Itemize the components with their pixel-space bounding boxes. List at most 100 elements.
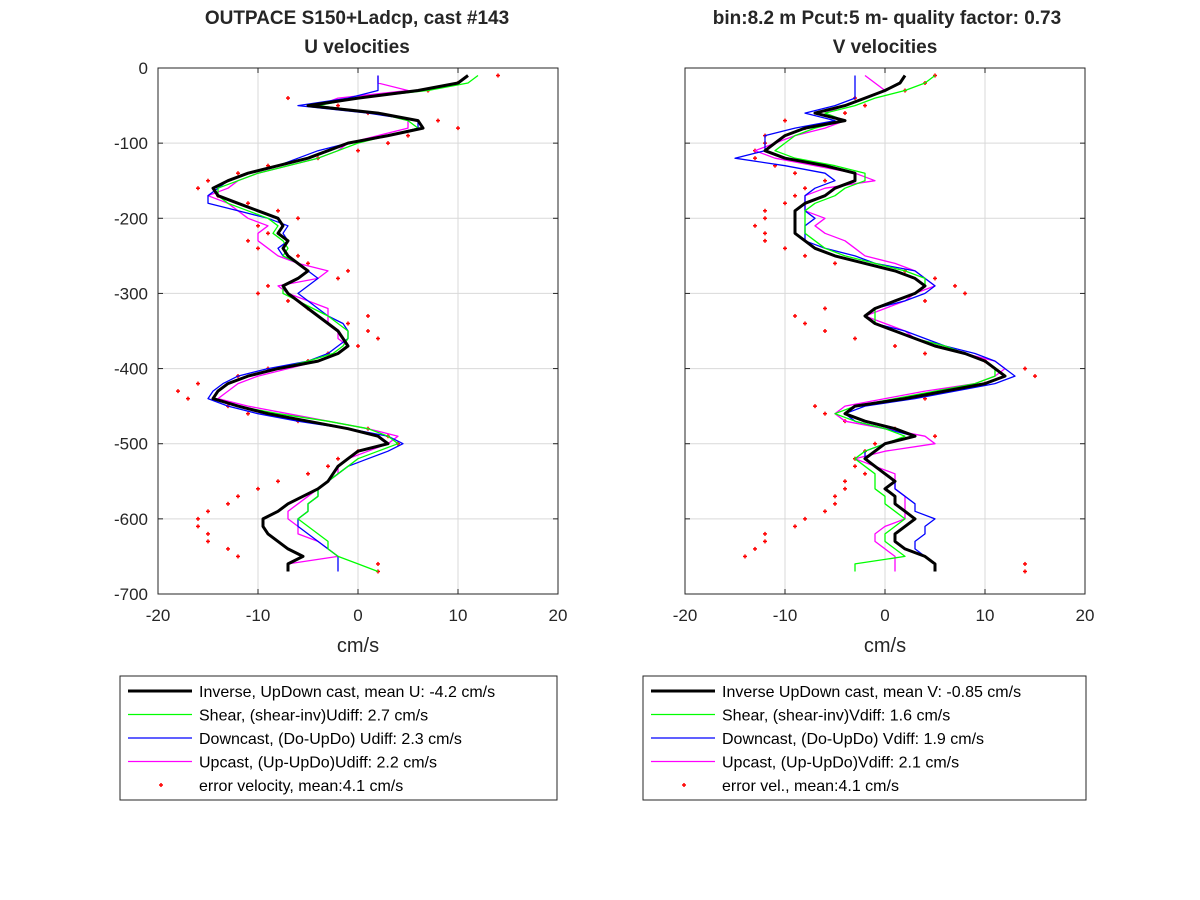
- v-error-point: [833, 494, 837, 499]
- u-error-point: [326, 464, 330, 469]
- v-velocity-panel: bin:8.2 m Pcut:5 m- quality factor: 0.73…: [642, 8, 1095, 801]
- v-x-tick-label: 10: [976, 606, 995, 625]
- v-series-group: [734, 73, 1037, 574]
- v-error-point: [743, 554, 747, 559]
- u-inverse-line: [211, 74, 469, 572]
- v-legend-marker-error: [682, 783, 686, 787]
- u-legend-entry-upcast: Upcast, (Up-UpDo)Udiff: 2.2 cm/s: [199, 755, 437, 772]
- u-legend-box: [119, 675, 558, 801]
- u-error-point: [236, 171, 240, 176]
- u-error-point: [196, 186, 200, 191]
- u-error-point: [256, 291, 260, 296]
- v-error-point: [923, 351, 927, 356]
- u-error-point: [296, 253, 300, 258]
- v-error-point: [1023, 561, 1027, 566]
- v-error-point: [843, 111, 847, 116]
- v-error-point: [823, 329, 827, 333]
- v-legend-entry-upcast: Upcast, (Up-UpDo)Vdiff: 2.1 cm/s: [722, 755, 959, 772]
- u-legend-entry-error: error velocity, mean:4.1 cm/s: [199, 778, 403, 795]
- v-legend-box: [642, 675, 1087, 801]
- u-error-point: [236, 554, 240, 559]
- u-error-point: [206, 531, 210, 536]
- v-error-point: [1023, 366, 1027, 371]
- u-error-point: [246, 201, 250, 206]
- v-x-tick-label: -20: [673, 606, 698, 625]
- u-error-point: [336, 276, 340, 281]
- u-error-point: [196, 524, 200, 529]
- v-error-point: [853, 464, 857, 469]
- u-y-tick-label: -600: [114, 510, 148, 529]
- v-error-point: [933, 434, 937, 439]
- u-legend-marker-error: [159, 783, 163, 787]
- u-error-point: [406, 133, 410, 138]
- u-error-point: [286, 298, 290, 303]
- u-error-point: [356, 148, 360, 153]
- u-error-point: [226, 501, 230, 506]
- u-y-tick-label: 0: [139, 59, 148, 78]
- v-error-point: [793, 313, 797, 318]
- v-error-point: [963, 291, 967, 296]
- u-legend-entry-inverse: Inverse, UpDown cast, mean U: -4.2 cm/s: [199, 684, 495, 701]
- v-error-point: [923, 298, 927, 303]
- v-error-point: [823, 411, 827, 416]
- v-ticks: -20 -10 0 10 20: [673, 67, 1095, 625]
- u-error-point: [346, 268, 350, 273]
- u-x-axis-label: cm/s: [337, 635, 379, 657]
- u-error-point: [306, 471, 310, 476]
- u-downcast-line: [207, 75, 419, 572]
- u-error-point: [226, 546, 230, 551]
- v-error-point: [803, 253, 807, 258]
- u-error-point: [236, 494, 240, 499]
- u-error-point: [286, 96, 290, 101]
- u-series-group: [176, 73, 500, 574]
- u-error-point: [196, 381, 200, 386]
- u-y-tick-label: -300: [114, 284, 148, 303]
- v-error-point: [823, 306, 827, 311]
- v-inverse-line: [763, 74, 1007, 572]
- u-error-point: [376, 561, 380, 566]
- u-legend-entry-shear: Shear, (shear-inv)Udiff: 2.7 cm/s: [199, 708, 428, 725]
- u-error-point: [246, 411, 250, 416]
- v-grid: [685, 68, 1085, 594]
- u-legend-entry-downcast: Downcast, (Do-UpDo) Udiff: 2.3 cm/s: [199, 731, 462, 748]
- u-error-point: [296, 216, 300, 221]
- v-error-point: [803, 186, 807, 191]
- u-error-point: [266, 283, 270, 288]
- u-error-point: [336, 103, 340, 108]
- u-x-tick-label: 10: [449, 606, 468, 625]
- u-error-point: [436, 118, 440, 123]
- u-legend: Inverse, UpDown cast, mean U: -4.2 cm/s S…: [119, 675, 558, 801]
- v-error-point: [833, 261, 837, 266]
- v-chart-title: bin:8.2 m Pcut:5 m- quality factor: 0.73: [713, 8, 1061, 29]
- u-error-point: [496, 73, 500, 78]
- u-velocity-panel: OUTPACE S150+Ladcp, cast #143 U velociti…: [114, 8, 567, 801]
- u-shear-line: [212, 74, 479, 573]
- v-error-point: [813, 404, 817, 409]
- u-y-tick-label: -500: [114, 435, 148, 454]
- u-error-point: [306, 261, 310, 266]
- v-error-point: [793, 193, 797, 198]
- v-error-point: [953, 283, 957, 288]
- v-error-point: [763, 208, 767, 213]
- v-error-point: [793, 524, 797, 529]
- u-y-tick-label: -100: [114, 134, 148, 153]
- u-error-point: [256, 223, 260, 228]
- v-legend-entry-downcast: Downcast, (Do-UpDo) Vdiff: 1.9 cm/s: [722, 731, 984, 748]
- u-error-point: [206, 539, 210, 544]
- u-error-point: [356, 344, 360, 349]
- u-x-tick-label: 0: [353, 606, 362, 625]
- v-error-point: [863, 471, 867, 476]
- v-error-point: [843, 479, 847, 484]
- v-x-tick-label: 20: [1076, 606, 1095, 625]
- v-error-point: [763, 231, 767, 236]
- u-error-point: [196, 516, 200, 521]
- u-error-point: [276, 208, 280, 213]
- u-x-tick-label: -10: [246, 606, 271, 625]
- u-error-point: [386, 141, 390, 146]
- u-error-point: [206, 509, 210, 514]
- v-x-axis-label: cm/s: [864, 635, 906, 657]
- v-error-point: [783, 201, 787, 206]
- v-error-point: [763, 216, 767, 221]
- v-error-point: [763, 539, 767, 544]
